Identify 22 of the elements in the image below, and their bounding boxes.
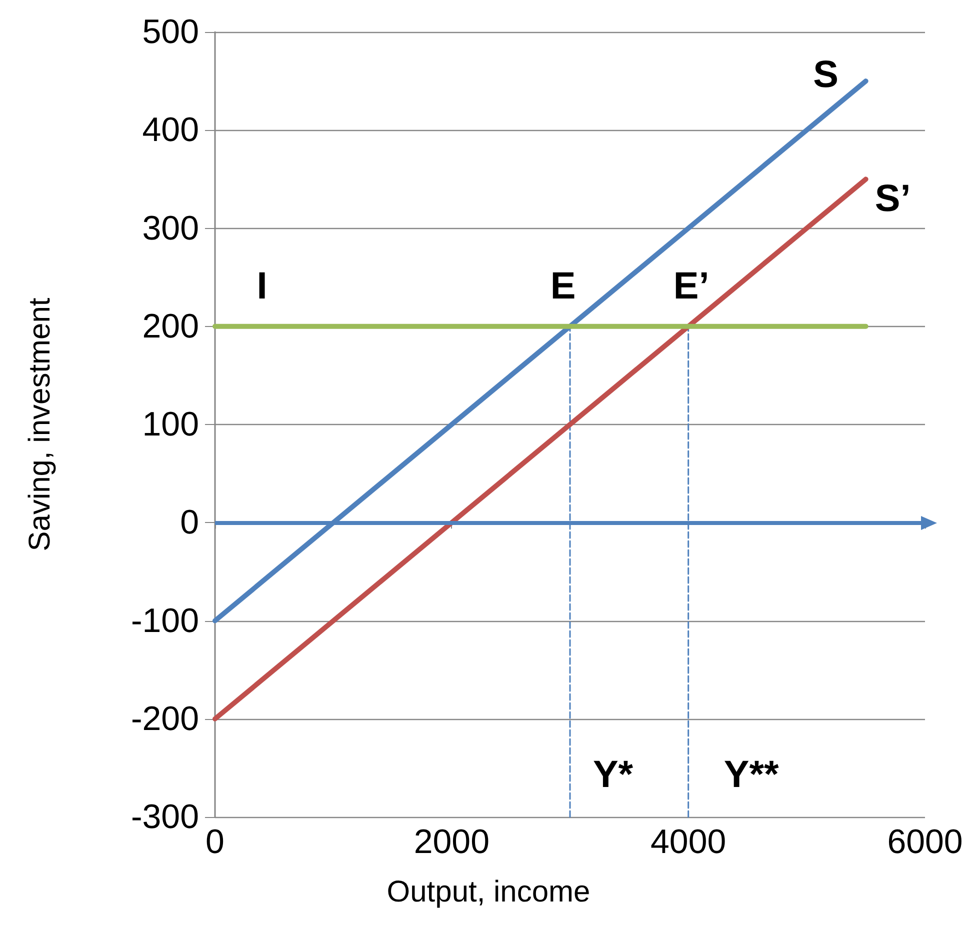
y-tick-label: -200 (130, 700, 199, 738)
annotation: Y* (592, 754, 634, 796)
x-tick-label: 4000 (650, 823, 726, 861)
annotation: I (256, 265, 268, 308)
x-axis-title: Output, income (386, 876, 590, 908)
y-tick-label: -300 (130, 798, 199, 836)
y-tick-label: 0 (180, 504, 199, 542)
y-tick-label: 400 (142, 111, 199, 150)
y-tick-label: 200 (142, 307, 199, 346)
annotation: E (550, 265, 576, 308)
annotation: S’ (874, 178, 911, 220)
y-tick-label: 300 (142, 209, 199, 248)
y-axis-title: Saving, investment (24, 297, 56, 552)
annotation: Y** (724, 754, 780, 796)
x-tick-label: 0 (206, 823, 224, 861)
y-tick-label: -100 (130, 602, 199, 640)
y-tick-label: 100 (142, 406, 199, 444)
y-tick-label: 500 (142, 13, 199, 51)
annotation: E’ (673, 265, 710, 308)
annotation: S (813, 54, 839, 96)
x-tick-label: 6000 (887, 823, 963, 861)
x-tick-label: 2000 (414, 823, 490, 861)
